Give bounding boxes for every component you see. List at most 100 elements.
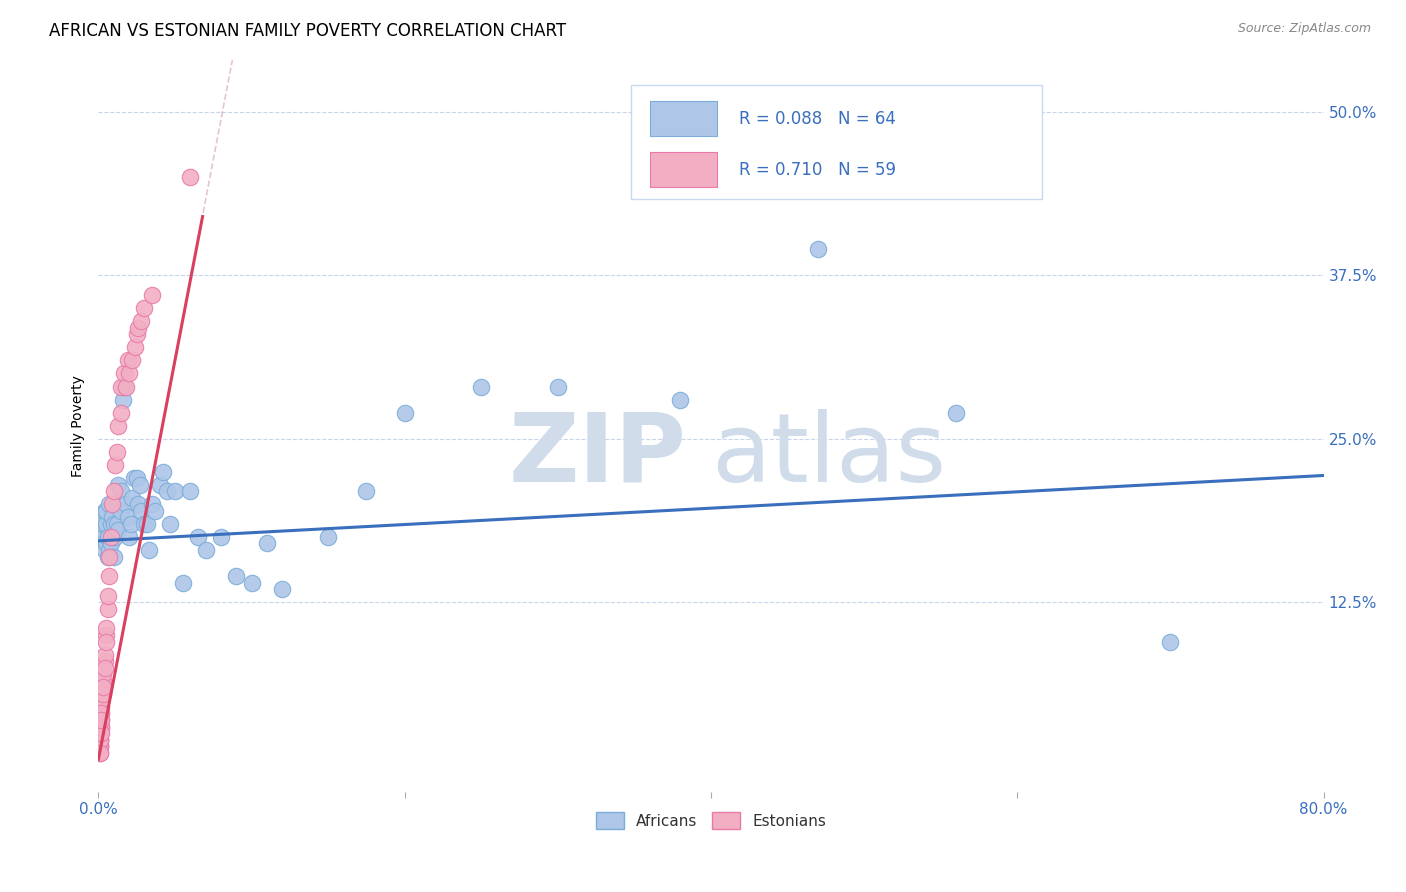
Point <box>100 516 122 531</box>
Point <box>98 543 121 558</box>
Legend: Africans, Estonians: Africans, Estonians <box>591 805 832 836</box>
Point <box>107 418 129 433</box>
Point <box>94 622 117 636</box>
Point <box>94 536 117 550</box>
Point <box>94 634 117 648</box>
Point <box>91 673 114 688</box>
Point <box>90 713 112 727</box>
Point <box>120 516 142 531</box>
Point <box>114 367 136 381</box>
Point <box>547 379 569 393</box>
Point <box>107 477 129 491</box>
Point <box>141 288 163 302</box>
Point <box>111 392 134 407</box>
Point <box>124 340 146 354</box>
Point <box>104 530 127 544</box>
Point <box>194 543 217 558</box>
Point <box>172 575 194 590</box>
Point <box>807 242 830 256</box>
Point <box>121 353 143 368</box>
Text: atlas: atlas <box>711 409 946 501</box>
Point <box>209 530 232 544</box>
Point <box>125 471 148 485</box>
Point <box>89 732 111 747</box>
Point <box>100 536 122 550</box>
Point <box>187 530 209 544</box>
Point <box>225 569 247 583</box>
Point <box>110 379 132 393</box>
Point <box>89 726 111 740</box>
Point <box>131 314 153 328</box>
Point <box>89 746 111 760</box>
Point <box>97 530 120 544</box>
Point <box>94 628 117 642</box>
Point <box>159 516 181 531</box>
Point <box>394 406 416 420</box>
Point <box>91 681 114 695</box>
Point <box>122 471 145 485</box>
Point <box>117 353 139 368</box>
Point <box>105 516 128 531</box>
Point <box>89 720 111 734</box>
Point <box>89 739 111 754</box>
Point <box>93 654 115 668</box>
Point <box>98 569 121 583</box>
Point <box>90 700 112 714</box>
Point <box>91 687 114 701</box>
Point <box>127 320 149 334</box>
Point <box>121 491 143 505</box>
Point <box>669 392 692 407</box>
Point <box>90 713 112 727</box>
Point <box>240 575 263 590</box>
Point <box>91 681 114 695</box>
Point <box>118 530 141 544</box>
Point <box>89 746 111 760</box>
Point <box>101 510 124 524</box>
Point <box>89 726 111 740</box>
Point <box>90 726 112 740</box>
Point <box>93 648 115 662</box>
Point <box>470 379 492 393</box>
Point <box>134 516 156 531</box>
Point <box>110 406 132 420</box>
Point <box>93 661 115 675</box>
Point <box>128 477 150 491</box>
Text: R = 0.088   N = 64: R = 0.088 N = 64 <box>740 110 896 128</box>
Point <box>945 406 967 420</box>
Point <box>114 379 136 393</box>
Point <box>131 504 153 518</box>
Point <box>103 549 125 564</box>
Point <box>94 504 117 518</box>
Point <box>134 301 156 315</box>
FancyBboxPatch shape <box>650 153 717 187</box>
Point <box>136 516 159 531</box>
Point <box>89 732 111 747</box>
Point <box>93 504 115 518</box>
Point <box>90 693 112 707</box>
Point <box>141 497 163 511</box>
Point <box>271 582 294 597</box>
Point <box>156 484 179 499</box>
Point <box>105 445 128 459</box>
Point <box>143 504 166 518</box>
Y-axis label: Family Poverty: Family Poverty <box>72 375 86 476</box>
Point <box>97 549 120 564</box>
Point <box>179 170 201 185</box>
Point <box>90 706 112 721</box>
Point <box>149 477 172 491</box>
Point <box>89 726 111 740</box>
FancyBboxPatch shape <box>650 101 717 136</box>
Point <box>89 732 111 747</box>
Text: Source: ZipAtlas.com: Source: ZipAtlas.com <box>1237 22 1371 36</box>
Point <box>90 720 112 734</box>
Point <box>1159 634 1181 648</box>
Point <box>91 667 114 681</box>
Point <box>90 706 112 721</box>
Point <box>100 530 122 544</box>
Point <box>104 458 127 472</box>
Point <box>256 536 278 550</box>
Point <box>115 379 138 393</box>
Point <box>91 524 114 538</box>
Point <box>89 720 111 734</box>
Point <box>103 516 125 531</box>
